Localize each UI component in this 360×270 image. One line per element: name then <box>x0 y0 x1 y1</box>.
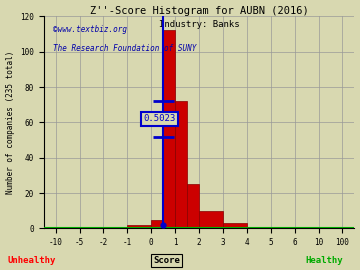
Bar <box>175 101 187 228</box>
Bar <box>199 211 223 228</box>
Text: 0.5023: 0.5023 <box>144 114 176 123</box>
Bar <box>247 227 271 228</box>
Bar <box>319 227 342 228</box>
Text: Industry: Banks: Industry: Banks <box>159 19 239 29</box>
Bar <box>163 31 175 228</box>
Title: Z''-Score Histogram for AUBN (2016): Z''-Score Histogram for AUBN (2016) <box>90 6 309 16</box>
Text: Score: Score <box>153 256 180 265</box>
Bar <box>223 223 247 228</box>
Bar <box>271 227 295 228</box>
Bar <box>103 227 127 228</box>
Bar <box>151 220 163 228</box>
Text: Unhealthy: Unhealthy <box>7 256 55 265</box>
Bar <box>127 225 151 228</box>
Text: ©www.textbiz.org: ©www.textbiz.org <box>53 25 127 34</box>
Text: Healthy: Healthy <box>306 256 343 265</box>
Y-axis label: Number of companies (235 total): Number of companies (235 total) <box>5 51 14 194</box>
Bar <box>56 227 80 228</box>
Text: The Research Foundation of SUNY: The Research Foundation of SUNY <box>53 44 197 53</box>
Bar <box>187 184 199 228</box>
